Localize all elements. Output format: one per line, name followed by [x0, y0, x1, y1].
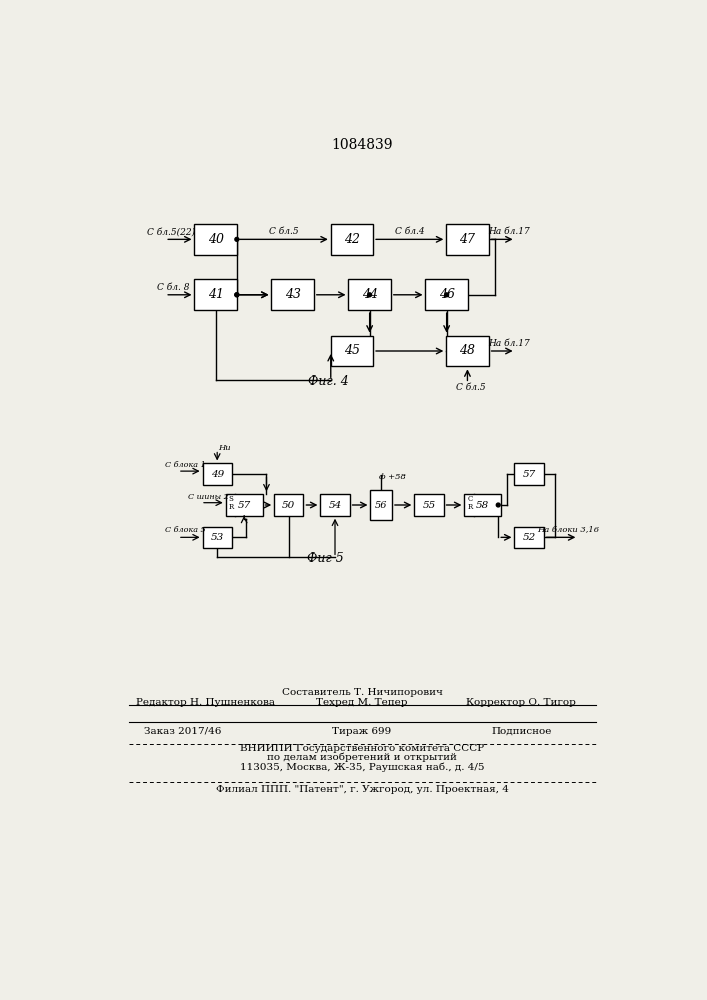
Bar	[515, 527, 544, 548]
Circle shape	[368, 293, 372, 297]
Circle shape	[445, 293, 448, 297]
Text: 50: 50	[282, 500, 296, 510]
Text: 113035, Москва, Ж-35, Раушская наб., д. 4/5: 113035, Москва, Ж-35, Раушская наб., д. …	[240, 762, 484, 772]
Text: С блока 5: С блока 5	[165, 526, 206, 534]
Text: 55: 55	[422, 500, 436, 510]
Text: На бл.17: На бл.17	[488, 227, 530, 236]
Bar	[515, 463, 544, 485]
Bar	[446, 224, 489, 255]
Bar	[464, 494, 501, 516]
Text: На бл.17: На бл.17	[488, 339, 530, 348]
Bar	[203, 463, 232, 485]
Text: Ни: Ни	[218, 444, 231, 452]
Text: 58: 58	[477, 500, 489, 510]
Text: 53: 53	[211, 533, 224, 542]
Text: 45: 45	[344, 344, 360, 358]
Circle shape	[235, 237, 239, 241]
Text: 54: 54	[328, 500, 341, 510]
Bar	[446, 336, 489, 366]
Text: Фиг 5: Фиг 5	[307, 552, 344, 565]
Text: 57: 57	[522, 470, 536, 479]
Text: C: C	[467, 495, 473, 503]
Text: R: R	[467, 503, 473, 511]
Text: С бл.5: С бл.5	[269, 227, 298, 236]
Bar	[226, 494, 262, 516]
Text: 49: 49	[211, 470, 224, 479]
Text: 47: 47	[460, 233, 475, 246]
Bar	[194, 224, 237, 255]
Text: С бл. 8: С бл. 8	[157, 283, 189, 292]
Text: 42: 42	[344, 233, 360, 246]
Text: ф +58: ф +58	[378, 473, 405, 481]
Text: С шины 2: С шины 2	[188, 493, 229, 501]
Text: R: R	[229, 503, 234, 511]
Text: Тираж 699: Тираж 699	[332, 727, 392, 736]
Text: 41: 41	[208, 288, 223, 301]
Text: 56: 56	[375, 500, 387, 510]
Bar	[203, 527, 232, 548]
Bar	[331, 336, 373, 366]
Circle shape	[235, 293, 239, 297]
Text: ВНИИПИ Государственного комитета СССР: ВНИИПИ Государственного комитета СССР	[240, 744, 484, 753]
Text: 48: 48	[460, 344, 475, 358]
Text: С бл.5: С бл.5	[457, 383, 486, 392]
Bar	[349, 279, 391, 310]
Bar	[271, 279, 314, 310]
Bar	[331, 224, 373, 255]
Text: С бл.5(22): С бл.5(22)	[147, 227, 195, 236]
Bar	[426, 279, 468, 310]
Text: Техред М. Тепер: Техред М. Тепер	[316, 698, 408, 707]
Text: по делам изобретений и открытий: по делам изобретений и открытий	[267, 753, 457, 762]
Text: 44: 44	[362, 288, 378, 301]
Text: С блока 1: С блока 1	[165, 461, 206, 469]
Text: Фиг. 4: Фиг. 4	[308, 375, 349, 388]
Text: S: S	[229, 495, 233, 503]
Text: 46: 46	[438, 288, 455, 301]
Text: С бл.4: С бл.4	[395, 227, 424, 236]
Text: Корректор О. Тигор: Корректор О. Тигор	[467, 698, 576, 707]
Bar	[370, 490, 392, 520]
Bar	[320, 494, 350, 516]
Text: Редактор Н. Пушненкова: Редактор Н. Пушненкова	[136, 698, 275, 707]
Text: 57: 57	[238, 500, 251, 510]
Text: 52: 52	[522, 533, 536, 542]
Text: 40: 40	[208, 233, 223, 246]
Text: 43: 43	[285, 288, 300, 301]
Bar	[194, 279, 237, 310]
Bar	[414, 494, 443, 516]
Bar	[274, 494, 303, 516]
Text: Составитель Т. Ничипорович: Составитель Т. Ничипорович	[281, 688, 443, 697]
Circle shape	[496, 503, 500, 507]
Text: Филиал ППП. "Патент", г. Ужгород, ул. Проектная, 4: Филиал ППП. "Патент", г. Ужгород, ул. Пр…	[216, 785, 508, 794]
Circle shape	[235, 293, 239, 297]
Text: На блоки 3,16: На блоки 3,16	[537, 526, 600, 534]
Text: 1084839: 1084839	[331, 138, 392, 152]
Text: Заказ 2017/46: Заказ 2017/46	[144, 727, 221, 736]
Text: Подписное: Подписное	[491, 727, 551, 736]
